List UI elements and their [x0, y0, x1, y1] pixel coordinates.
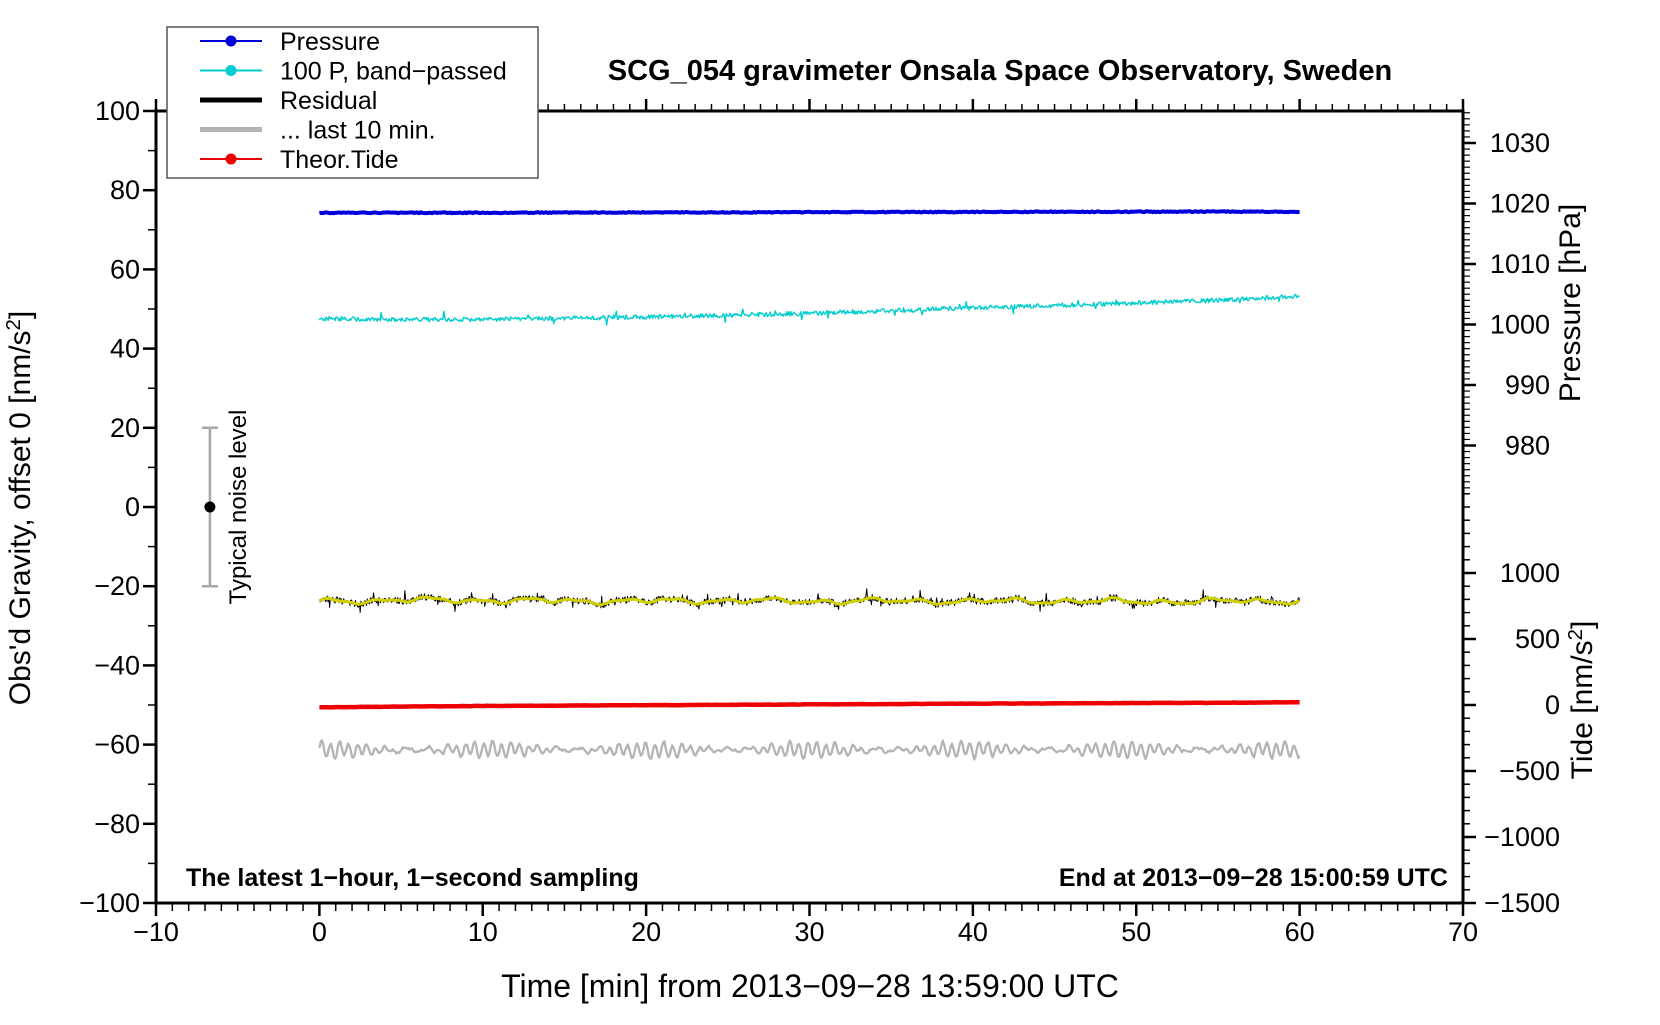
legend-label: Theor.Tide [280, 146, 399, 174]
series-last-10-min-line [318, 739, 1301, 761]
x-tick-label: 20 [631, 917, 661, 947]
y-left-tick-label: 0 [125, 492, 140, 522]
series-theor-tide-line [319, 699, 1300, 710]
y-axis-left [143, 109, 156, 905]
end-time-note: End at 2013−09−28 15:00:59 UTC [1059, 864, 1448, 892]
noise-bar [201, 426, 218, 588]
y-left-tick-label: 60 [110, 254, 140, 284]
y-left-tick-label: −20 [94, 571, 140, 601]
tide-axis [1463, 493, 1476, 905]
x-tick-label: 40 [958, 917, 988, 947]
y-left-tick-label: 40 [110, 334, 140, 364]
y-left-tick-label: −40 [94, 650, 140, 680]
y-axis-left-title: Obs'd Gravity, offset 0 [nm/s2] [3, 311, 37, 705]
pressure-tick-label: 1020 [1490, 189, 1550, 219]
y-left-tick-label: 100 [95, 96, 140, 126]
pressure-tick-label: 990 [1505, 370, 1550, 400]
x-tick-label: 70 [1448, 917, 1478, 947]
y-left-tick-label: −100 [79, 888, 140, 918]
legend [166, 26, 539, 179]
tide-tick-label: 500 [1515, 624, 1560, 654]
chart-title: SCG_054 gravimeter Onsala Space Observat… [608, 55, 1392, 87]
y-left-tick-label: 80 [110, 175, 140, 205]
x-tick-label: −10 [133, 917, 179, 947]
x-tick-label: 0 [312, 917, 327, 947]
pressure-tick-label: 1030 [1490, 128, 1550, 158]
legend-dot-marker [225, 65, 237, 76]
tide-tick-label: 0 [1545, 690, 1560, 720]
legend-label: ... last 10 min. [280, 117, 436, 145]
legend-label: Pressure [280, 28, 380, 56]
x-tick-label: 30 [794, 917, 824, 947]
x-tick-label: 50 [1121, 917, 1151, 947]
pressure-axis-title: Pressure [hPa] [1554, 204, 1587, 402]
sampling-note: The latest 1−hour, 1−second sampling [186, 864, 639, 892]
y-left-tick-label: −80 [94, 809, 140, 839]
legend-item-100-p-band-passed [200, 65, 262, 76]
x-tick-label: 10 [468, 917, 498, 947]
pressure-tick-label: 980 [1505, 431, 1550, 461]
pressure-axis [1463, 112, 1476, 489]
legend-dot-marker [225, 153, 237, 165]
x-axis [154, 99, 1465, 916]
legend-label: 100 P, band−passed [280, 58, 507, 86]
series-100-p-band-passed-line [318, 293, 1301, 326]
series-pressure-line [319, 209, 1300, 216]
tide-tick-label: −1000 [1484, 822, 1560, 852]
legend-dot-marker [225, 35, 237, 47]
x-tick-label: 60 [1285, 917, 1315, 947]
tide-tick-label: −1500 [1484, 888, 1560, 918]
tide-tick-label: −500 [1499, 756, 1560, 786]
noise-bar-dot [204, 501, 216, 513]
x-axis-title: Time [min] from 2013−09−28 13:59:00 UTC [501, 968, 1119, 1004]
pressure-tick-label: 1010 [1490, 249, 1550, 279]
tide-tick-label: 1000 [1500, 558, 1560, 588]
series-residual-smoothed-line [318, 595, 1301, 607]
legend-label: Residual [280, 87, 377, 115]
tide-axis-title: Tide [nm/s2] [1565, 621, 1599, 780]
y-left-tick-label: 20 [110, 413, 140, 443]
y-left-tick-label: −60 [94, 730, 140, 760]
legend-item-theor-tide [200, 153, 262, 165]
noise-bar-label: Typical noise level [225, 410, 252, 605]
plot-frame [154, 109, 1465, 905]
pressure-tick-label: 1000 [1490, 310, 1550, 340]
legend-item-pressure [200, 35, 262, 47]
